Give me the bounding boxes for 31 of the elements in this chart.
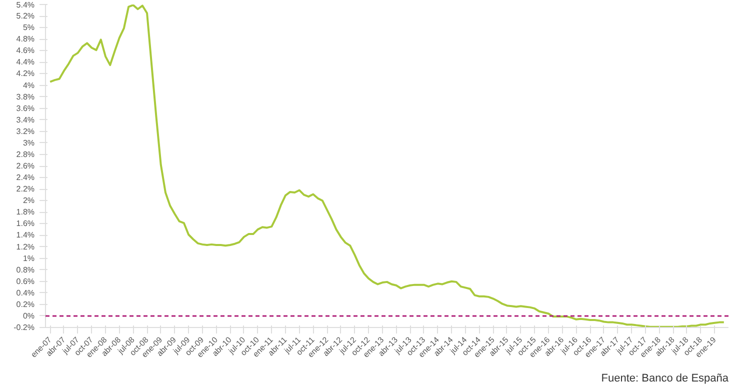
y-tick-label: 2.2% [16, 184, 34, 194]
y-tick-label: 1% [22, 254, 34, 263]
y-tick-label: 3.4% [16, 115, 34, 124]
y-tick-label: 2.6% [16, 162, 34, 170]
y-tick-label: 0% [22, 311, 34, 320]
y-tick-label: 4% [22, 80, 34, 90]
y-tick-label: 3.2% [16, 126, 34, 136]
y-tick-label: 2.8% [16, 150, 34, 159]
y-tick-label: 5.4% [16, 0, 34, 10]
y-tick-label: 0.8% [16, 265, 34, 274]
y-tick-label: 0.2% [16, 300, 34, 309]
y-tick-label: 0.6% [16, 276, 34, 286]
y-tick-label: 3% [22, 138, 34, 148]
y-tick-label: 4.2% [16, 69, 34, 78]
y-tick-label: 2% [22, 196, 34, 206]
y-tick-label: 4.4% [16, 58, 34, 67]
y-tick-label: 3.8% [16, 92, 34, 102]
y-tick-label: 1.4% [16, 230, 34, 240]
y-tick-label: 5% [22, 23, 34, 32]
y-tick-label: 4.6% [16, 46, 34, 56]
y-tick-label: 0.4% [16, 288, 34, 298]
y-tick-label: -0.2% [14, 323, 35, 332]
y-tick-label: 1.2% [16, 242, 34, 252]
y-tick-label: 1.6% [16, 219, 34, 228]
line-series [49, 4, 725, 328]
y-tick-label: 5.2% [16, 12, 34, 21]
y-tick-label: 1.8% [16, 208, 34, 217]
y-tick-label: 3.6% [16, 104, 34, 113]
source-note: Fuente: Banco de España [601, 372, 730, 384]
y-tick-label: 2.4% [16, 173, 34, 182]
y-tick-label: 4.8% [16, 34, 34, 44]
